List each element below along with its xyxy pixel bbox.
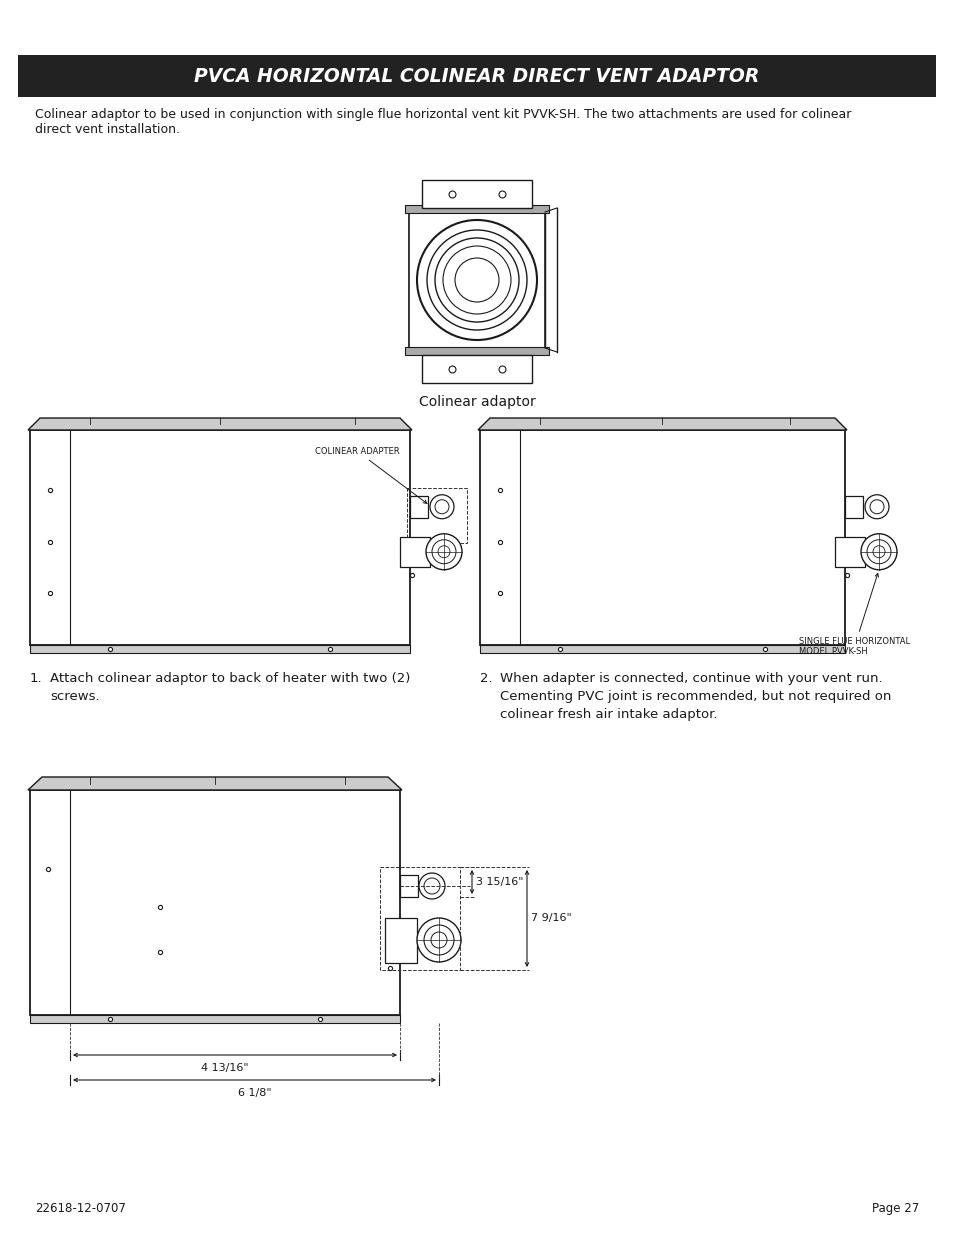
Bar: [479, 645, 844, 653]
Circle shape: [861, 534, 896, 569]
Bar: [385, 918, 416, 963]
Bar: [379, 867, 459, 969]
Text: PVCA HORIZONTAL COLINEAR DIRECT VENT ADAPTOR: PVCA HORIZONTAL COLINEAR DIRECT VENT ADA…: [194, 67, 759, 85]
Bar: [405, 347, 548, 354]
Bar: [844, 495, 862, 517]
Bar: [479, 430, 844, 645]
Bar: [30, 790, 399, 1015]
Bar: [399, 537, 430, 567]
Circle shape: [864, 495, 888, 519]
Bar: [421, 354, 532, 383]
Circle shape: [431, 932, 447, 948]
Text: 7 9/16": 7 9/16": [531, 914, 571, 924]
Text: Colinear adaptor to be used in conjunction with single flue horizontal vent kit : Colinear adaptor to be used in conjuncti…: [35, 107, 850, 121]
Text: Attach colinear adaptor to back of heater with two (2)
screws.: Attach colinear adaptor to back of heate…: [50, 672, 410, 703]
Bar: [421, 180, 532, 207]
Bar: [18, 56, 935, 98]
Circle shape: [416, 918, 460, 962]
Text: When adapter is connected, continue with your vent run.
Cementing PVC joint is r: When adapter is connected, continue with…: [499, 672, 890, 721]
Text: Page 27: Page 27: [871, 1202, 918, 1215]
Text: 4 13/16": 4 13/16": [201, 1063, 249, 1073]
Text: 3 15/16": 3 15/16": [476, 877, 523, 887]
Circle shape: [423, 878, 439, 894]
Text: SINGLE FLUE HORIZONTAL
MODEL PVVK-SH: SINGLE FLUE HORIZONTAL MODEL PVVK-SH: [799, 573, 909, 656]
Text: 22618-12-0707: 22618-12-0707: [35, 1202, 126, 1215]
Circle shape: [418, 873, 444, 899]
Bar: [407, 488, 467, 542]
Bar: [410, 495, 428, 517]
Bar: [405, 205, 548, 212]
Bar: [834, 537, 864, 567]
Circle shape: [872, 546, 884, 558]
Bar: [535, 207, 544, 352]
Text: 1.: 1.: [30, 672, 43, 685]
Polygon shape: [28, 777, 401, 790]
Polygon shape: [28, 417, 412, 430]
Bar: [409, 212, 544, 348]
Circle shape: [437, 546, 450, 558]
Text: 2.: 2.: [479, 672, 492, 685]
Text: Colinear adaptor: Colinear adaptor: [418, 395, 535, 409]
Bar: [30, 1015, 399, 1023]
Circle shape: [432, 540, 456, 563]
Bar: [399, 876, 417, 897]
Circle shape: [426, 534, 461, 569]
Polygon shape: [477, 417, 846, 430]
Text: COLINEAR ADAPTER: COLINEAR ADAPTER: [314, 447, 426, 504]
Bar: [409, 212, 418, 348]
Bar: [30, 645, 410, 653]
Circle shape: [435, 500, 449, 514]
Text: 6 1/8": 6 1/8": [237, 1088, 271, 1098]
Bar: [30, 430, 410, 645]
Circle shape: [423, 925, 454, 955]
Circle shape: [866, 540, 890, 563]
Circle shape: [430, 495, 454, 519]
Circle shape: [869, 500, 883, 514]
Text: direct vent installation.: direct vent installation.: [35, 124, 180, 136]
